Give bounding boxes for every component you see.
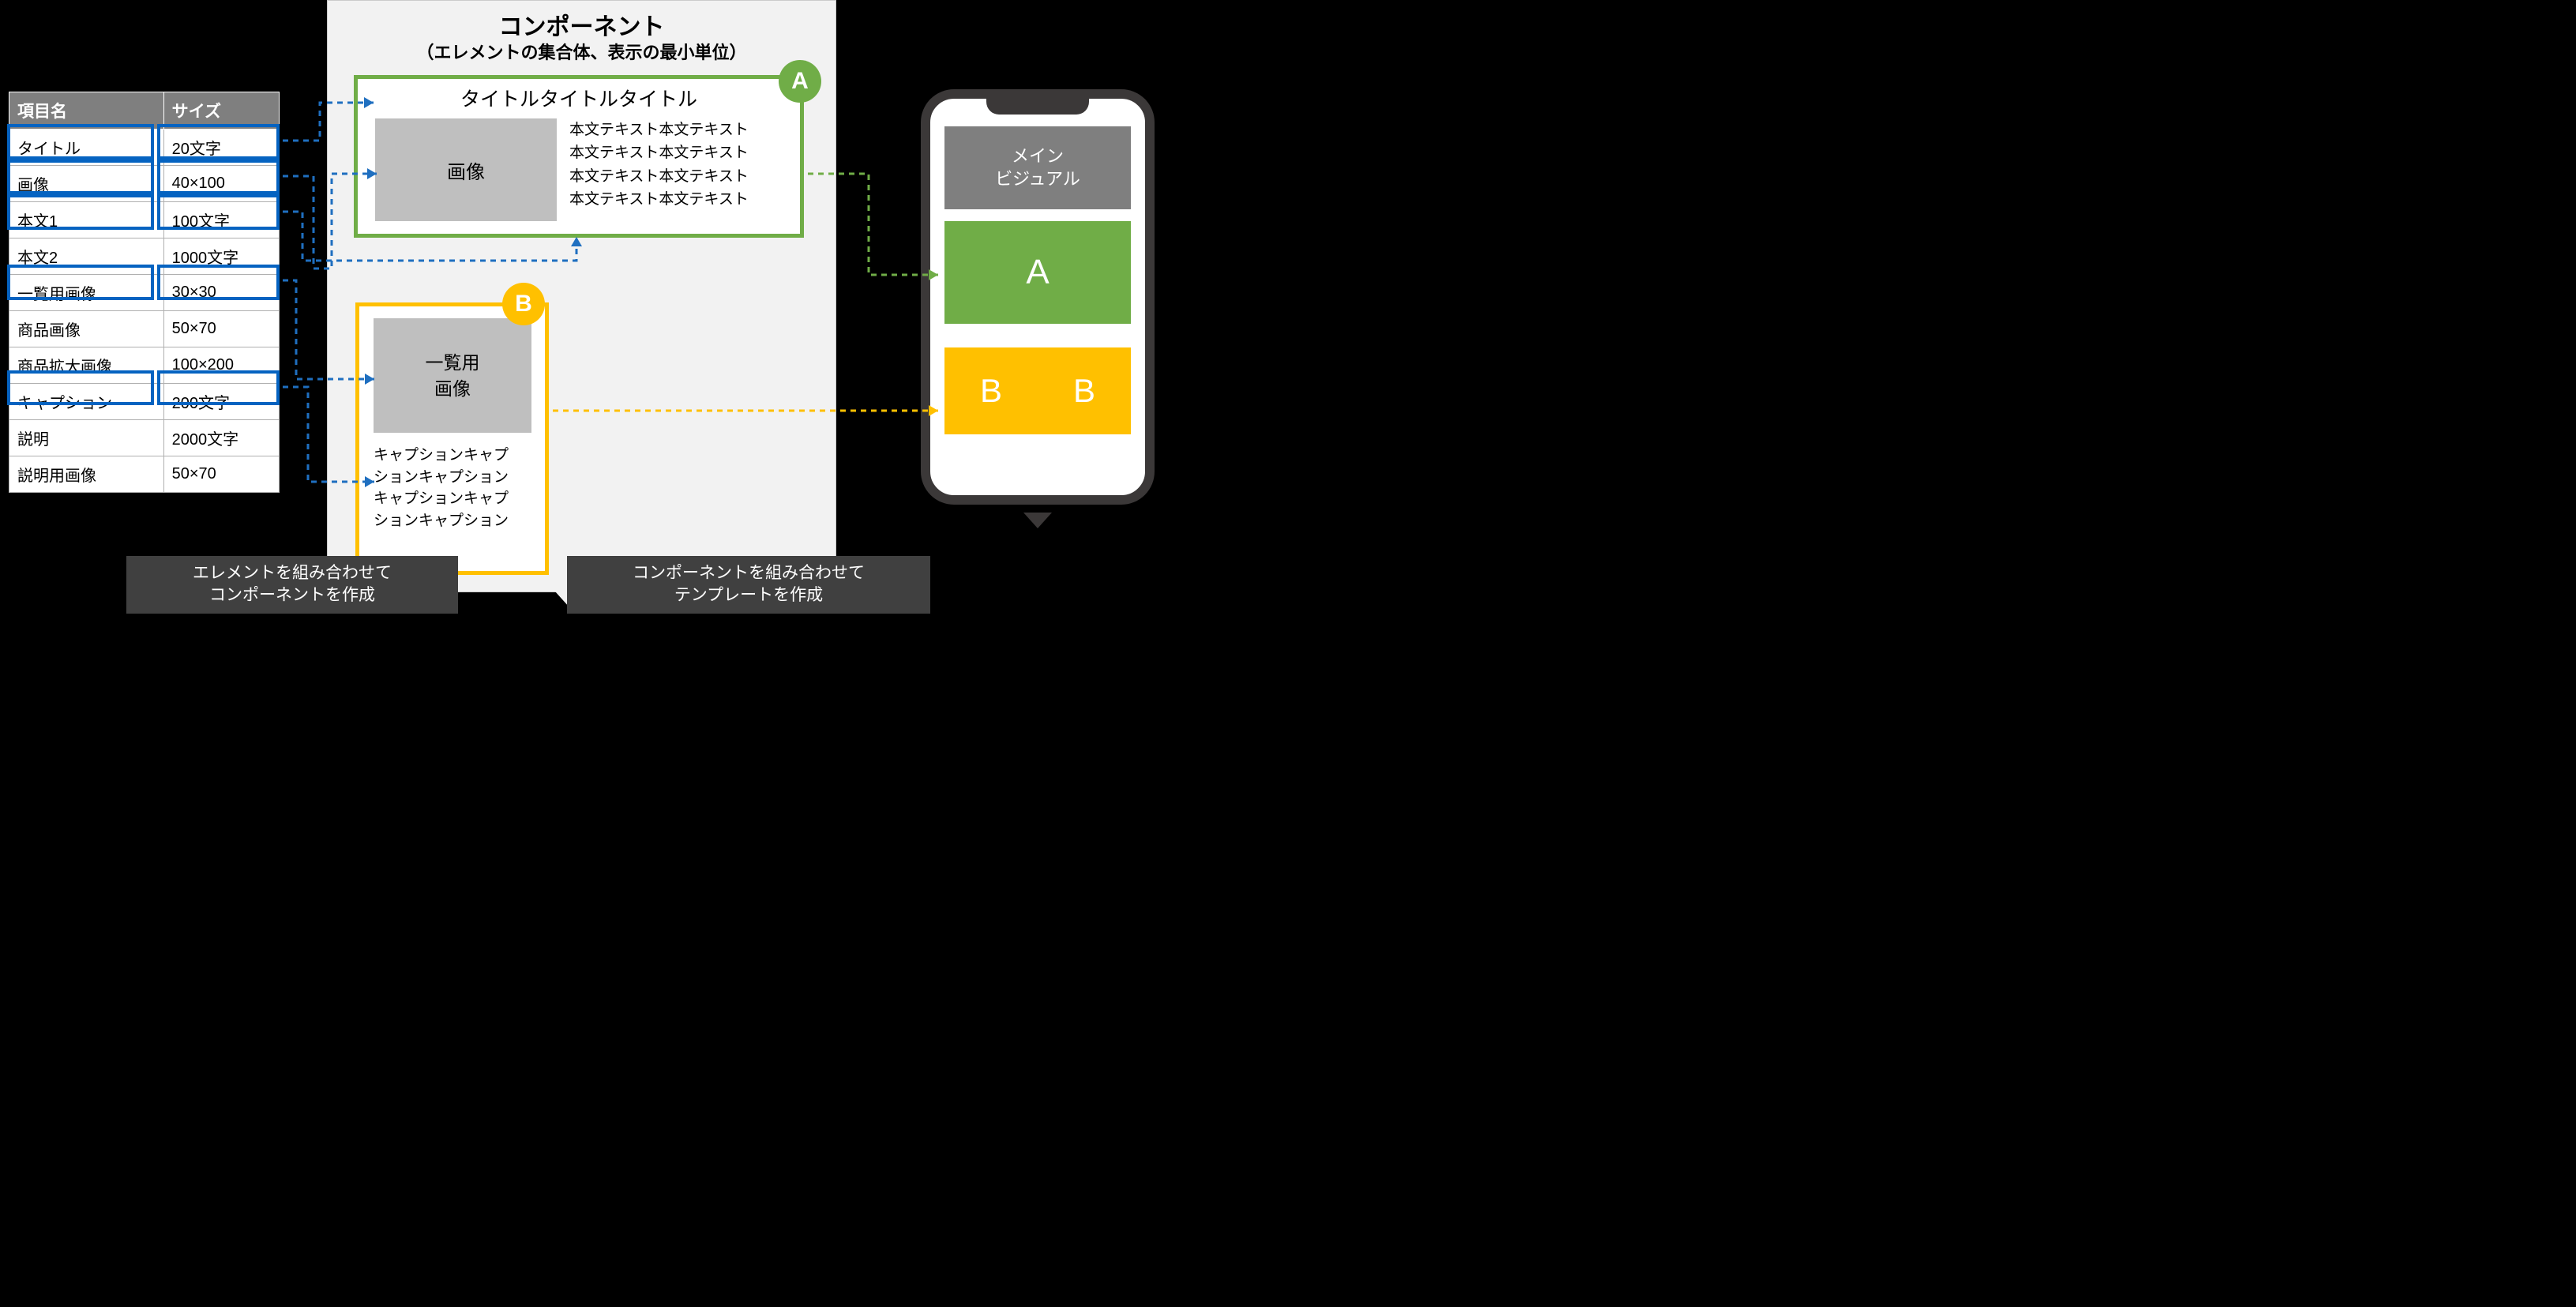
table-row: 本文21000文字 [9,238,280,275]
diagram-canvas: 項目名 サイズ タイトル20文字画像40×100本文1100文字本文21000文… [0,0,1222,621]
table-row: 一覧用画像30×30 [9,275,280,311]
table-row: 説明2000文字 [9,420,280,456]
badge-a: A [779,60,821,103]
panel-subtitle: （エレメントの集合体、表示の最小単位） [328,39,836,64]
panel-title: コンポーネント [328,7,836,42]
phone-mockup: メイン ビジュアル A B B [921,89,1155,505]
col-header-name: 項目名 [9,92,164,130]
phone-slot-a: A [944,221,1131,324]
card-b-caption: キャプションキャプ ションキャプション キャプションキャプ ションキャプション [374,445,531,531]
card-a-title: タイトルタイトルタイトル [358,84,800,112]
col-header-size: サイズ [163,92,279,130]
footer-label-left: エレメントを組み合わせて コンポーネントを作成 [126,556,458,614]
phone-pointer-icon [1023,513,1052,528]
badge-b: B [502,283,545,325]
footer-label-right: コンポーネントを組み合わせて テンプレートを作成 [567,556,930,614]
component-card-a: タイトルタイトルタイトル 画像 本文テキスト本文テキスト 本文テキスト本文テキス… [354,75,804,238]
table-row: 画像40×100 [9,166,280,202]
table-row: 説明用画像50×70 [9,456,280,493]
phone-main-visual: メイン ビジュアル [944,126,1131,209]
phone-slot-b-left: B [944,347,1038,434]
phone-screen: メイン ビジュアル A B B [938,107,1137,487]
table-row: 本文1100文字 [9,202,280,238]
table-row: タイトル20文字 [9,130,280,166]
component-card-b: 一覧用 画像 キャプションキャプ ションキャプション キャプションキャプ ション… [355,302,549,575]
card-b-image-placeholder: 一覧用 画像 [374,318,531,433]
table-row: 商品画像50×70 [9,311,280,347]
table-row: 商品拡大画像100×200 [9,347,280,384]
element-table: 項目名 サイズ タイトル20文字画像40×100本文1100文字本文21000文… [9,92,280,493]
table-row: キャプション200文字 [9,384,280,420]
card-a-body-text: 本文テキスト本文テキスト 本文テキスト本文テキスト 本文テキスト本文テキスト 本… [569,118,749,212]
phone-slot-b-right: B [1038,347,1131,434]
card-a-image-placeholder: 画像 [375,118,557,221]
